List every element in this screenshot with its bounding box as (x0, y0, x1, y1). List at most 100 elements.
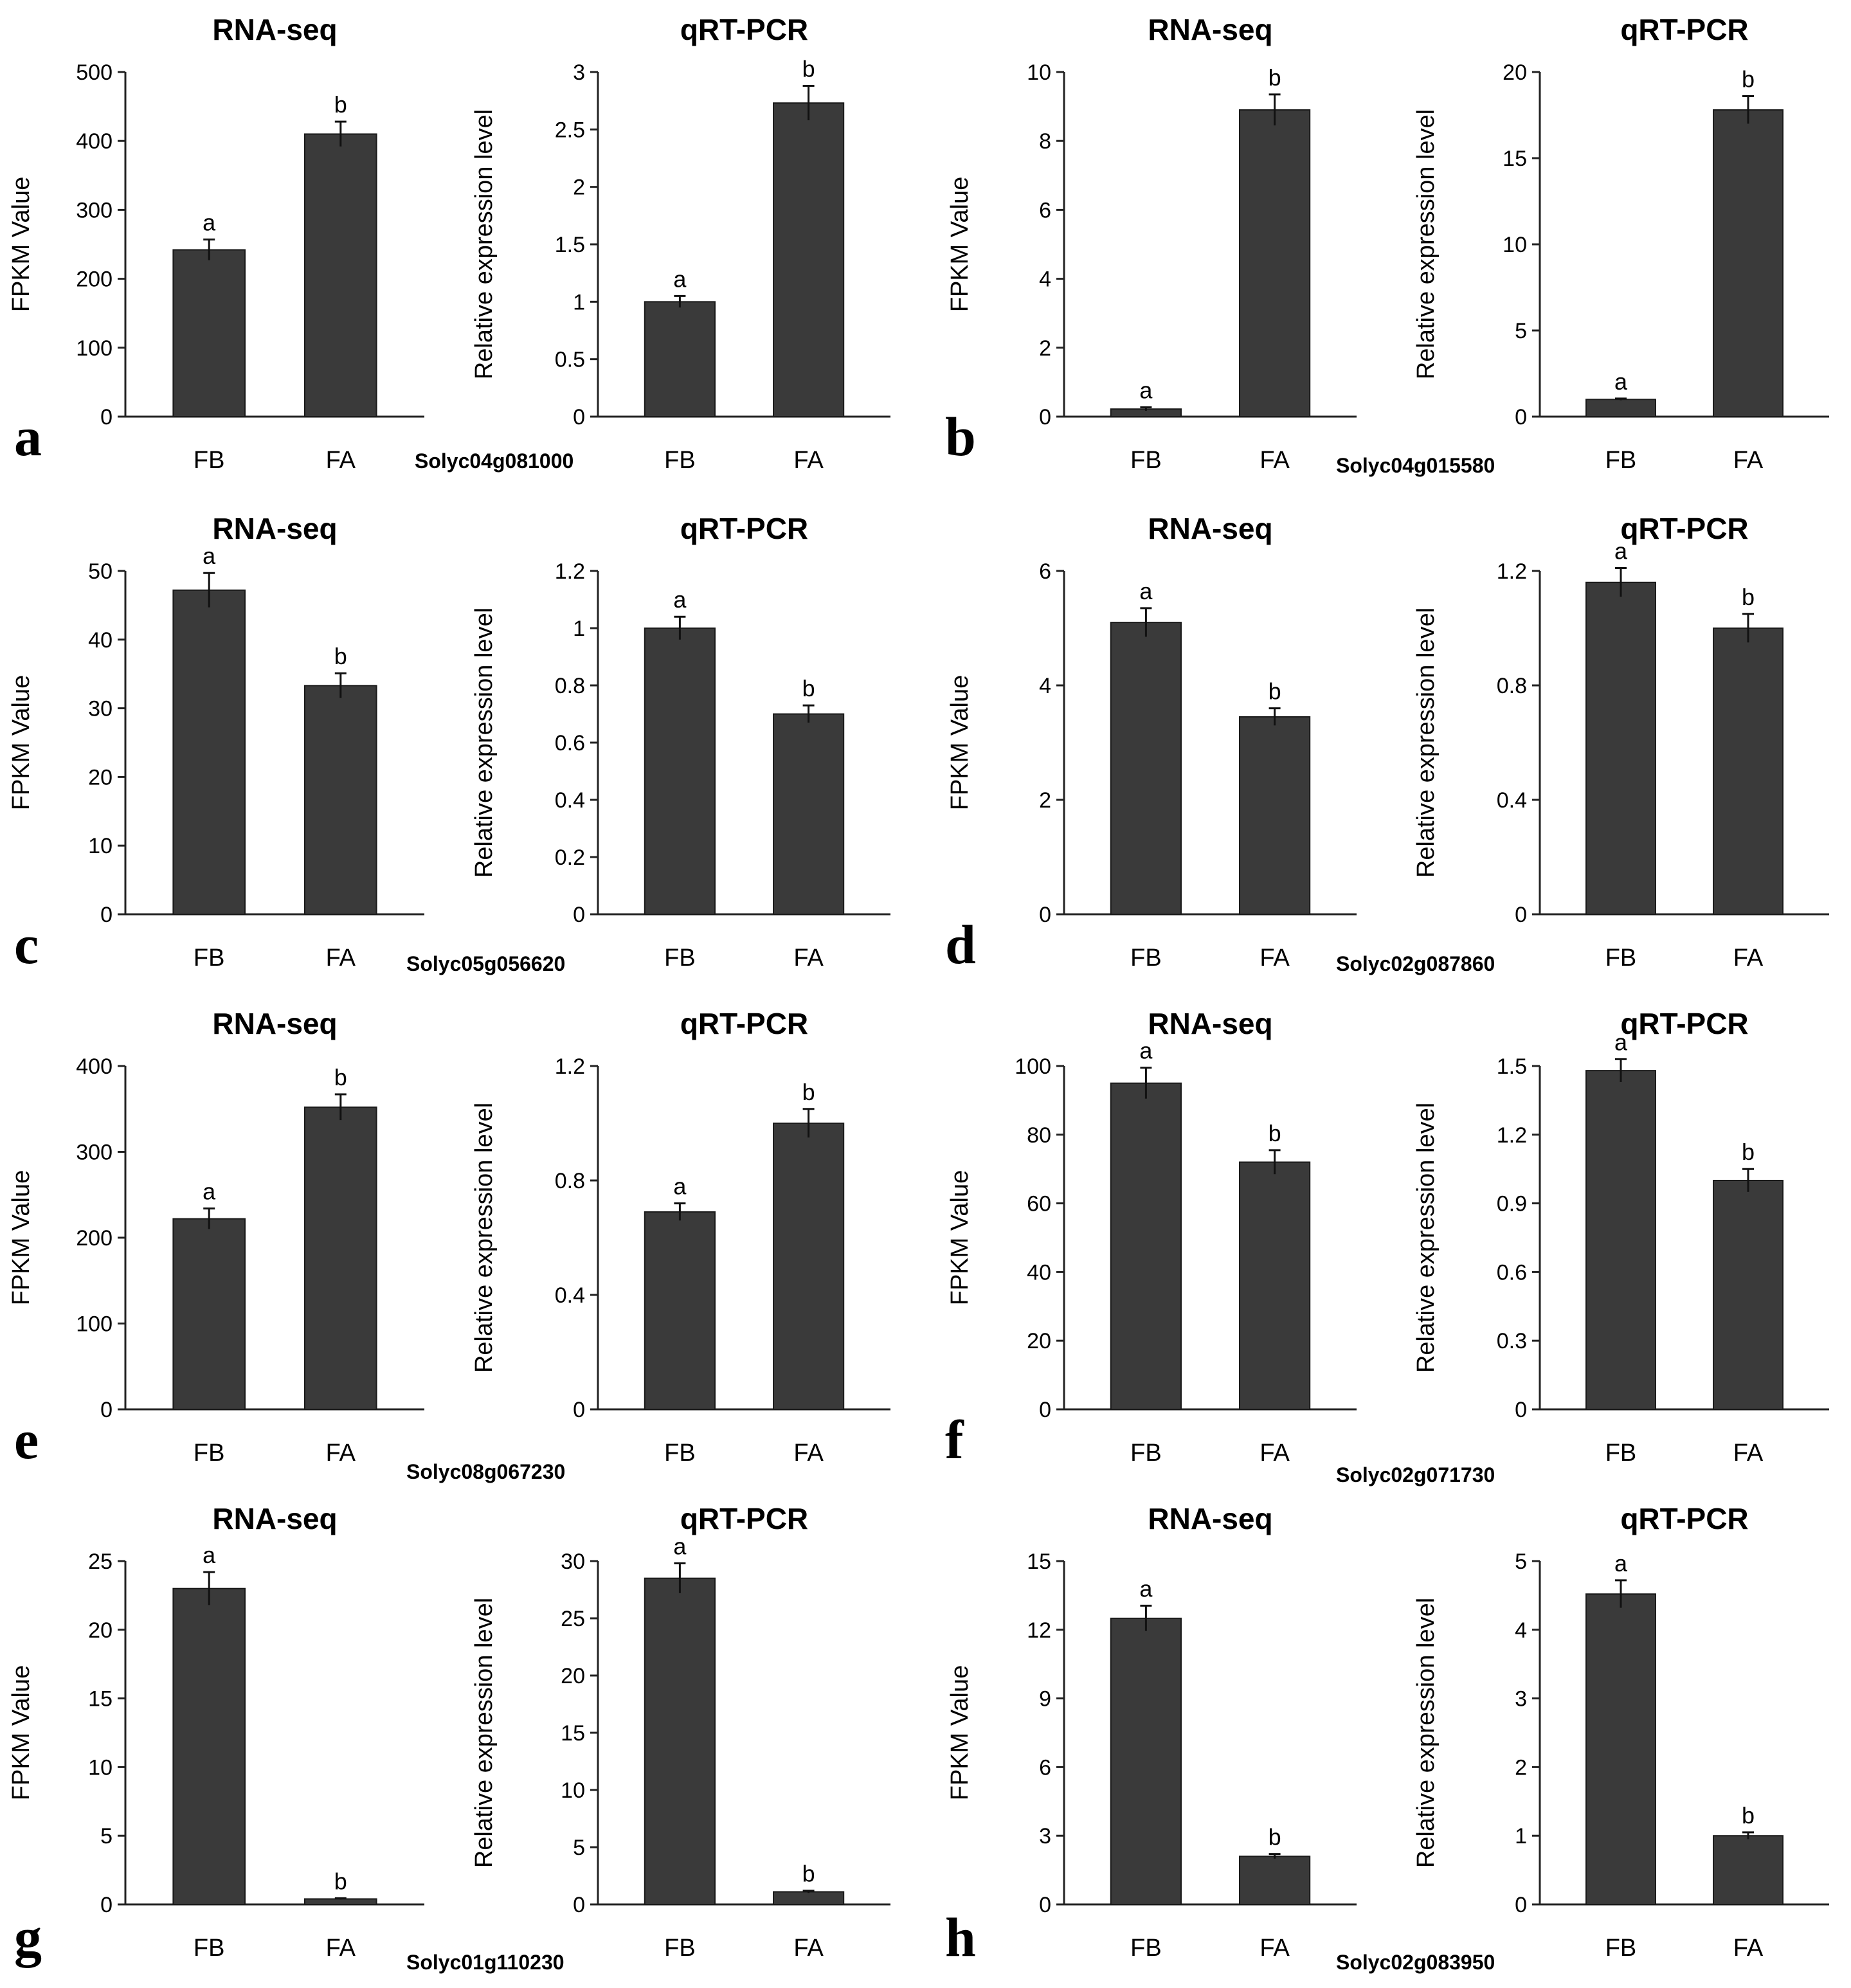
bar-fb (172, 249, 246, 417)
y-axis-label: Relative expression level (471, 109, 498, 379)
bar-fa (773, 1123, 845, 1410)
y-axis-label: Relative expression level (471, 1103, 498, 1373)
y-tick-label: 2.5 (555, 118, 585, 142)
y-axis-label: FPKM Value (946, 1665, 973, 1800)
bar-fb (1585, 399, 1656, 418)
bar-fa (1713, 1180, 1783, 1410)
chart-title: RNA-seq (1148, 13, 1272, 46)
y-axis-label: Relative expression level (471, 1598, 498, 1868)
y-tick-label: 0 (1039, 903, 1051, 927)
significance-letter: a (1139, 1575, 1153, 1602)
x-category-label: FB (664, 1935, 696, 1962)
y-tick-label: 10 (561, 1778, 585, 1803)
bar-fa (1239, 109, 1311, 418)
y-axis-label: Relative expression level (1413, 109, 1440, 379)
significance-letter: a (673, 1533, 687, 1560)
y-tick-label: 30 (561, 1550, 585, 1574)
y-tick-label: 10 (1027, 60, 1051, 85)
significance-letter: a (1139, 578, 1153, 604)
panel-letter: e (14, 1409, 39, 1470)
y-tick-label: 0.8 (555, 1169, 585, 1193)
y-axis-label: FPKM Value (8, 177, 35, 312)
bar-fa (304, 1898, 377, 1906)
significance-letter: b (1269, 678, 1281, 705)
significance-letter: a (1614, 368, 1628, 395)
y-tick-label: 1 (573, 617, 585, 641)
significance-letter: b (1269, 64, 1281, 91)
y-tick-label: 200 (76, 1226, 113, 1251)
significance-letter: a (673, 586, 687, 613)
x-category-label: FA (326, 1440, 356, 1467)
significance-letter: b (334, 643, 347, 669)
x-category-label: FB (1605, 447, 1637, 474)
significance-letter: b (802, 1861, 815, 1887)
x-category-label: FB (664, 944, 696, 971)
bar-fb (644, 1211, 716, 1410)
y-axis-label: FPKM Value (946, 1170, 973, 1305)
significance-letter: b (1742, 1139, 1755, 1165)
y-tick-label: 15 (561, 1721, 585, 1746)
y-tick-label: 0.8 (1497, 674, 1527, 698)
x-category-label: FA (793, 447, 824, 474)
y-tick-label: 0 (100, 1398, 113, 1422)
panel-letter: b (945, 406, 976, 467)
gene-id-label: Solyc02g087860 (1336, 952, 1495, 975)
y-tick-label: 80 (1027, 1123, 1051, 1148)
y-tick-label: 2 (1039, 336, 1051, 361)
panel-letter: c (14, 914, 39, 975)
y-tick-label: 200 (76, 267, 113, 292)
x-category-label: FB (1605, 1935, 1637, 1962)
y-tick-label: 5 (1515, 319, 1527, 343)
y-tick-label: 5 (1515, 1550, 1527, 1574)
y-tick-label: 6 (1039, 1755, 1051, 1780)
x-category-label: FB (664, 447, 696, 474)
bar-fb (172, 1587, 246, 1905)
y-tick-label: 6 (1039, 559, 1051, 584)
chart-title: qRT-PCR (680, 512, 808, 545)
x-category-label: FA (1260, 447, 1290, 474)
y-axis-label: FPKM Value (8, 1170, 35, 1305)
y-tick-label: 100 (76, 336, 113, 361)
panel-letter: d (945, 914, 976, 975)
y-tick-label: 0 (573, 1398, 585, 1422)
x-category-label: FA (1260, 1440, 1290, 1467)
chart-title: RNA-seq (212, 512, 337, 545)
y-tick-label: 20 (1027, 1329, 1051, 1353)
bar-fa (304, 1107, 377, 1410)
bar-fb (172, 589, 246, 915)
y-tick-label: 1.2 (1497, 1123, 1527, 1148)
y-tick-label: 25 (88, 1550, 113, 1574)
x-category-label: FB (1130, 1935, 1162, 1962)
y-tick-label: 3 (1515, 1687, 1527, 1712)
y-tick-label: 0 (1039, 1893, 1051, 1917)
y-tick-label: 300 (76, 198, 113, 222)
significance-letter: a (1614, 1550, 1628, 1577)
y-tick-label: 0 (573, 1893, 585, 1917)
bar-fb (644, 301, 716, 418)
y-axis-label: Relative expression level (471, 608, 498, 878)
y-tick-label: 0 (100, 903, 113, 927)
y-tick-label: 2 (1515, 1755, 1527, 1780)
y-tick-label: 0 (573, 405, 585, 429)
y-tick-label: 0.6 (555, 731, 585, 755)
bar-fa (773, 102, 845, 418)
y-axis-label: FPKM Value (8, 1665, 35, 1800)
y-tick-label: 1 (1515, 1824, 1527, 1848)
significance-letter: a (1614, 1029, 1628, 1055)
panel-letter: h (945, 1906, 976, 1968)
y-tick-label: 0.3 (1497, 1329, 1527, 1353)
significance-letter: a (1614, 538, 1628, 565)
y-tick-label: 20 (88, 1618, 113, 1643)
y-tick-label: 0.4 (555, 1283, 585, 1308)
bar-fa (1239, 716, 1311, 915)
y-axis-label: FPKM Value (8, 675, 35, 810)
y-tick-label: 0 (100, 405, 113, 429)
x-category-label: FA (1733, 1440, 1764, 1467)
y-tick-label: 50 (88, 559, 113, 584)
x-category-label: FB (194, 1935, 225, 1962)
bar-fb (1110, 1082, 1182, 1410)
bar-fb (1585, 1070, 1656, 1410)
y-tick-label: 1.5 (1497, 1054, 1527, 1079)
y-tick-label: 5 (100, 1824, 113, 1848)
